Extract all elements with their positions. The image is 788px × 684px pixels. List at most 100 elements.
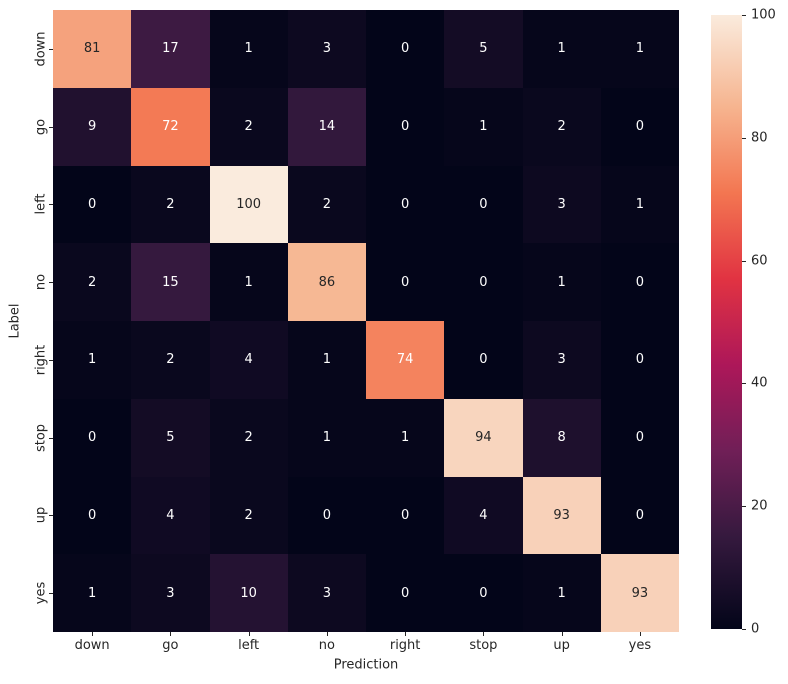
colorbar-tick-mark (742, 260, 746, 262)
heatmap-cell-go-left: 2 (209, 87, 288, 166)
heatmap-cell-stop-left: 2 (209, 398, 288, 477)
colorbar-tick-label-0: 0 (751, 621, 760, 637)
heatmap-cell-no-down: 2 (53, 243, 132, 321)
heatmap-cell-yes-go: 3 (131, 554, 210, 632)
heatmap-cell-stop-right: 1 (366, 398, 445, 477)
heatmap-cell-left-left: 100 (209, 165, 288, 244)
heatmap-cell-down-go: 17 (131, 10, 210, 88)
heatmap-cell-no-right: 0 (366, 243, 445, 321)
heatmap-cell-up-yes: 0 (600, 476, 679, 555)
x-axis-title: Prediction (333, 657, 399, 673)
heatmap-cell-go-go: 72 (131, 87, 210, 166)
heatmap-cell-go-right: 0 (366, 87, 445, 166)
heatmap-cell-yes-right: 0 (366, 554, 445, 632)
heatmap-cell-right-no: 1 (287, 321, 366, 399)
heatmap-cell-stop-no: 1 (287, 398, 366, 477)
colorbar-tick-mark (742, 506, 746, 508)
heatmap-cell-stop-go: 5 (131, 398, 210, 477)
heatmap-cell-down-yes: 1 (600, 10, 679, 88)
y-tick-mark (49, 48, 53, 50)
colorbar-tick-label-40: 40 (751, 375, 768, 391)
x-tick-label-yes: yes (628, 638, 652, 653)
heatmap-cell-yes-down: 1 (53, 554, 132, 632)
heatmap-grid: 81 17 1 3 0 5 1 1 9 72 2 14 0 1 2 0 0 2 100 2 0 0 3 1 2 15 1 86 0 0 1 0… (53, 10, 679, 632)
x-tick-label-down: down (74, 638, 110, 653)
heatmap-cell-stop-stop: 94 (444, 398, 523, 477)
y-tick-label-go: go (33, 118, 49, 135)
heatmap-cell-up-stop: 4 (444, 476, 523, 555)
heatmap-cell-left-right: 0 (366, 165, 445, 244)
y-tick-label-left: left (33, 193, 49, 215)
heatmap-cell-right-yes: 0 (600, 321, 679, 399)
heatmap-cell-yes-yes: 93 (600, 554, 679, 632)
heatmap-cell-down-down: 81 (53, 10, 132, 88)
heatmap-cell-up-no: 0 (287, 476, 366, 555)
x-tick-mark (170, 632, 172, 636)
heatmap-cell-go-up: 2 (522, 87, 601, 166)
colorbar-tick-label-20: 20 (751, 498, 768, 514)
heatmap-cell-go-no: 14 (287, 87, 366, 166)
heatmap-cell-right-down: 1 (53, 321, 132, 399)
y-tick-label-down: down (33, 31, 49, 67)
colorbar-tick-mark (742, 137, 746, 139)
colorbar-tick-mark (742, 629, 746, 630)
heatmap-cell-no-yes: 0 (600, 243, 679, 321)
colorbar-tick-label-100: 100 (751, 7, 776, 23)
y-tick-mark (49, 437, 53, 439)
colorbar-gradient (711, 15, 742, 629)
heatmap-cell-up-down: 0 (53, 476, 132, 555)
heatmap-cell-stop-down: 0 (53, 398, 132, 477)
x-tick-mark (326, 632, 328, 636)
heatmap-cell-down-stop: 5 (444, 10, 523, 88)
colorbar-tick-mark (742, 15, 746, 16)
heatmap-cell-up-go: 4 (131, 476, 210, 555)
heatmap-cell-right-left: 4 (209, 321, 288, 399)
x-tick-mark (92, 632, 94, 636)
y-axis-title: Label (7, 303, 23, 339)
y-tick-mark (49, 359, 53, 361)
heatmap-cell-left-up: 3 (522, 165, 601, 244)
heatmap-cell-left-go: 2 (131, 165, 210, 244)
heatmap-cell-go-stop: 1 (444, 87, 523, 166)
heatmap-cell-left-down: 0 (53, 165, 132, 244)
heatmap-cell-down-left: 1 (209, 10, 288, 88)
x-tick-mark (561, 632, 563, 636)
heatmap-cell-yes-no: 3 (287, 554, 366, 632)
heatmap-cell-stop-up: 8 (522, 398, 601, 477)
heatmap-cell-up-right: 0 (366, 476, 445, 555)
colorbar-tick-label-80: 80 (751, 130, 768, 146)
x-tick-mark (248, 632, 250, 636)
y-tick-mark (49, 282, 53, 284)
heatmap-cell-left-no: 2 (287, 165, 366, 244)
y-tick-label-up: up (33, 507, 49, 524)
heatmap-cell-up-left: 2 (209, 476, 288, 555)
y-tick-mark (49, 126, 53, 128)
heatmap-cell-go-down: 9 (53, 87, 132, 166)
heatmap-cell-yes-up: 1 (522, 554, 601, 632)
heatmap-cell-right-up: 3 (522, 321, 601, 399)
heatmap-cell-right-right: 74 (366, 321, 445, 399)
heatmap-cell-left-stop: 0 (444, 165, 523, 244)
heatmap-cell-no-stop: 0 (444, 243, 523, 321)
y-tick-mark (49, 515, 53, 517)
x-tick-mark (405, 632, 407, 636)
heatmap-cell-right-go: 2 (131, 321, 210, 399)
y-tick-mark (49, 204, 53, 206)
x-tick-label-right: right (389, 638, 421, 653)
heatmap-cell-up-up: 93 (522, 476, 601, 555)
heatmap-cell-down-up: 1 (522, 10, 601, 88)
x-tick-label-go: go (162, 638, 179, 653)
x-tick-mark (639, 632, 641, 636)
heatmap-cell-yes-left: 10 (209, 554, 288, 632)
heatmap-cell-no-go: 15 (131, 243, 210, 321)
y-tick-label-stop: stop (33, 423, 49, 452)
x-tick-mark (483, 632, 485, 636)
heatmap-cell-yes-stop: 0 (444, 554, 523, 632)
colorbar-tick-label-60: 60 (751, 253, 768, 269)
colorbar-tick-mark (742, 383, 746, 385)
heatmap-cell-stop-yes: 0 (600, 398, 679, 477)
heatmap-cell-right-stop: 0 (444, 321, 523, 399)
heatmap-cell-down-no: 3 (287, 10, 366, 88)
heatmap-cell-no-up: 1 (522, 243, 601, 321)
y-tick-label-no: no (33, 274, 49, 291)
